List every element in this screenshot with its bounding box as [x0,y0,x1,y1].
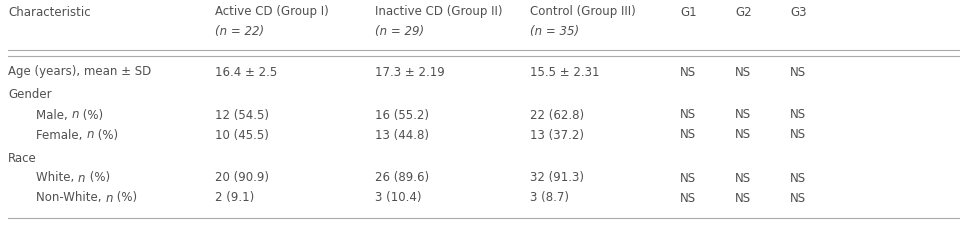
Text: Inactive CD (Group II): Inactive CD (Group II) [375,5,503,19]
Text: Race: Race [8,152,37,164]
Text: Control (Group III): Control (Group III) [530,5,635,19]
Text: (%): (%) [79,109,103,122]
Text: 10 (45.5): 10 (45.5) [215,128,269,142]
Text: (n = 22): (n = 22) [215,26,264,38]
Text: NS: NS [735,128,751,142]
Text: 20 (90.9): 20 (90.9) [215,172,269,185]
Text: NS: NS [680,65,696,79]
Text: G1: G1 [680,5,696,19]
Text: 12 (54.5): 12 (54.5) [215,109,269,122]
Text: (%): (%) [85,172,109,185]
Text: 15.5 ± 2.31: 15.5 ± 2.31 [530,65,600,79]
Text: (n = 35): (n = 35) [530,26,579,38]
Text: 17.3 ± 2.19: 17.3 ± 2.19 [375,65,445,79]
Text: White,: White, [36,172,78,185]
Text: 32 (91.3): 32 (91.3) [530,172,584,185]
Text: NS: NS [735,65,751,79]
Text: 13 (44.8): 13 (44.8) [375,128,429,142]
Text: 13 (37.2): 13 (37.2) [530,128,584,142]
Text: Male,: Male, [36,109,72,122]
Text: n: n [105,191,113,205]
Text: Age (years), mean ± SD: Age (years), mean ± SD [8,65,151,79]
Text: 3 (10.4): 3 (10.4) [375,191,422,205]
Text: NS: NS [790,191,806,205]
Text: NS: NS [790,109,806,122]
Text: NS: NS [680,191,696,205]
Text: NS: NS [790,172,806,185]
Text: Active CD (Group I): Active CD (Group I) [215,5,329,19]
Text: 22 (62.8): 22 (62.8) [530,109,584,122]
Text: 26 (89.6): 26 (89.6) [375,172,429,185]
Text: NS: NS [735,109,751,122]
Text: NS: NS [735,191,751,205]
Text: G2: G2 [735,5,751,19]
Text: (n = 29): (n = 29) [375,26,425,38]
Text: NS: NS [680,172,696,185]
Text: NS: NS [680,109,696,122]
Text: n: n [72,109,79,122]
Text: Characteristic: Characteristic [8,5,91,19]
Text: Non-White,: Non-White, [36,191,105,205]
Text: NS: NS [790,128,806,142]
Text: NS: NS [790,65,806,79]
Text: n: n [86,128,94,142]
Text: 16.4 ± 2.5: 16.4 ± 2.5 [215,65,278,79]
Text: 2 (9.1): 2 (9.1) [215,191,254,205]
Text: 3 (8.7): 3 (8.7) [530,191,569,205]
Text: (%): (%) [94,128,118,142]
Text: n: n [78,172,85,185]
Text: 16 (55.2): 16 (55.2) [375,109,429,122]
Text: NS: NS [735,172,751,185]
Text: NS: NS [680,128,696,142]
Text: (%): (%) [113,191,137,205]
Text: Gender: Gender [8,89,51,101]
Text: Female,: Female, [36,128,86,142]
Text: G3: G3 [790,5,806,19]
